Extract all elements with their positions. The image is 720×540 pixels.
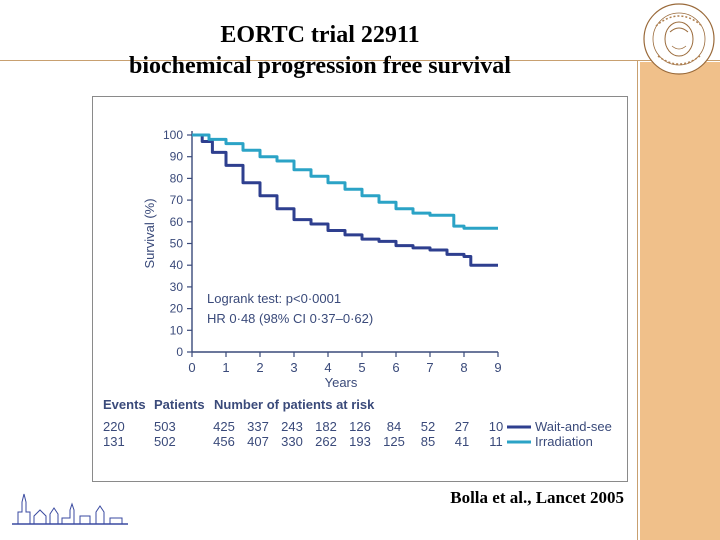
y-tick-label: 90: [170, 150, 184, 164]
risk-patients-value: 503: [154, 419, 176, 434]
citation: Bolla et al., Lancet 2005: [450, 488, 624, 507]
risk-count: 27: [455, 419, 469, 434]
city-skyline-logo: [12, 493, 128, 525]
legend-label: Irradiation: [535, 434, 593, 449]
slide-title-line2: biochemical progression free survival: [129, 53, 511, 79]
risk-count: 182: [315, 419, 337, 434]
risk-count: 330: [281, 434, 303, 449]
y-tick-label: 50: [170, 237, 184, 251]
risk-count: 193: [349, 434, 371, 449]
y-tick-label: 20: [170, 302, 184, 316]
y-tick-label: 10: [170, 323, 184, 337]
x-tick-label: 5: [358, 360, 365, 375]
legend-label: Wait-and-see: [535, 419, 612, 434]
x-tick-label: 7: [426, 360, 433, 375]
y-tick-label: 30: [170, 280, 184, 294]
risk-count: 407: [247, 434, 269, 449]
x-tick-label: 0: [188, 360, 195, 375]
university-seal-logo: [643, 3, 715, 75]
slide-title: EORTC trial 22911 biochemical progressio…: [40, 20, 600, 82]
risk-header-events: Events: [103, 397, 146, 412]
hazard-ratio-annotation: HR 0·48 (98% CI 0·37–0·62): [207, 311, 373, 326]
irradiation-curve: [192, 133, 498, 230]
risk-count: 85: [421, 434, 435, 449]
decorative-sidebar: [640, 62, 720, 540]
risk-count: 243: [281, 419, 303, 434]
header-rule: [0, 60, 720, 61]
wait-and-see-curve: [192, 133, 498, 267]
x-axis-label: Years: [325, 375, 358, 390]
x-tick-label: 4: [324, 360, 331, 375]
x-tick-label: 1: [222, 360, 229, 375]
x-tick-label: 8: [460, 360, 467, 375]
x-tick-label: 2: [256, 360, 263, 375]
risk-count: 84: [387, 419, 401, 434]
risk-count: 52: [421, 419, 435, 434]
y-tick-label: 80: [170, 171, 184, 185]
y-tick-label: 0: [176, 345, 183, 359]
x-tick-label: 9: [494, 360, 501, 375]
risk-count: 126: [349, 419, 371, 434]
slide-title-line1: EORTC trial 22911: [220, 22, 420, 48]
risk-count: 11: [489, 434, 503, 449]
risk-count: 337: [247, 419, 269, 434]
risk-header-patients: Patients: [154, 397, 205, 412]
risk-count: 262: [315, 434, 337, 449]
x-tick-label: 6: [392, 360, 399, 375]
y-tick-label: 100: [163, 128, 183, 142]
chart-frame: 0 10 20 30 40 50 60 70 80 90 100 0 1 2 3 4 5 6 7 8 9 Years Sur…: [92, 96, 628, 482]
y-tick-label: 40: [170, 258, 184, 272]
risk-count: 456: [213, 434, 235, 449]
risk-count: 10: [489, 419, 503, 434]
y-tick-label: 70: [170, 193, 184, 207]
risk-count: 425: [213, 419, 235, 434]
risk-patients-value: 502: [154, 434, 176, 449]
risk-header-at-risk: Number of patients at risk: [214, 397, 375, 412]
sidebar-rule: [637, 60, 638, 540]
logrank-annotation: Logrank test: p<0·0001: [207, 291, 341, 306]
x-tick-label: 3: [290, 360, 297, 375]
y-tick-label: 60: [170, 215, 184, 229]
risk-count: 41: [455, 434, 469, 449]
risk-events-value: 220: [103, 419, 125, 434]
risk-events-value: 131: [103, 434, 125, 449]
risk-count: 125: [383, 434, 405, 449]
y-axis-label: Survival (%): [142, 198, 157, 268]
